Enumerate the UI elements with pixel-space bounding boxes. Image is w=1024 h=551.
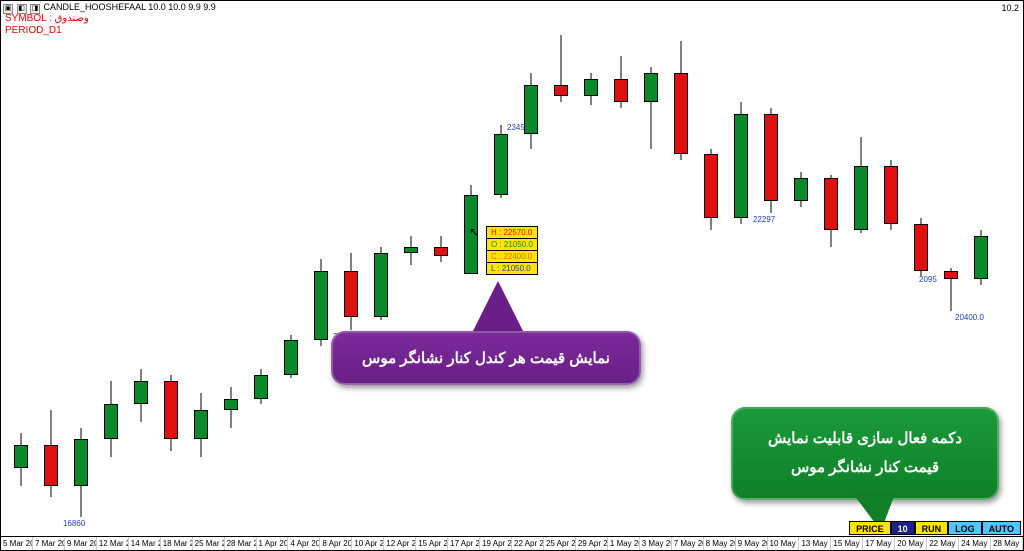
callout-purple-text: نمایش قیمت هر کندل کنار نشانگر موس xyxy=(362,350,610,367)
x-tick: 8 Apr 2023 xyxy=(320,537,352,550)
x-tick: 17 Apr 2023 xyxy=(448,537,480,550)
x-tick: 3 May 2023 xyxy=(640,537,672,550)
x-axis: 5 Mar 20237 Mar 20239 Mar 202312 Mar 202… xyxy=(1,536,1023,550)
x-tick: 12 Apr 2023 xyxy=(384,537,416,550)
candle[interactable] xyxy=(674,41,688,160)
x-tick: 20 May 2023 xyxy=(895,537,927,550)
y-axis-top: 10.2 xyxy=(1001,3,1019,13)
ohlc-close: C : 22400.0 xyxy=(487,251,537,263)
candle[interactable] xyxy=(554,35,568,102)
x-tick: 8 May 2023 xyxy=(704,537,736,550)
candle[interactable] xyxy=(194,393,208,457)
candle[interactable] xyxy=(44,410,58,497)
x-tick: 17 May 2023 xyxy=(863,537,895,550)
candle[interactable] xyxy=(74,428,88,517)
candle[interactable] xyxy=(734,102,748,224)
price-tag: 2095 xyxy=(919,275,937,284)
candle[interactable] xyxy=(614,56,628,108)
ohlc-low: L : 21050.0 xyxy=(487,263,537,274)
x-tick: 1 Apr 2023 xyxy=(257,537,289,550)
log-button[interactable]: LOG xyxy=(948,521,982,535)
x-tick: 1 May 2023 xyxy=(608,537,640,550)
candle[interactable] xyxy=(224,387,238,428)
candle[interactable] xyxy=(854,137,868,233)
candle[interactable] xyxy=(134,369,148,421)
x-tick: 29 Apr 2023 xyxy=(576,537,608,550)
x-tick: 24 May 2023 xyxy=(959,537,991,550)
bottom-toolbar: PRICE 10 RUN LOG AUTO xyxy=(849,521,1021,535)
x-tick: 10 Apr 2023 xyxy=(352,537,384,550)
candle[interactable] xyxy=(794,172,808,207)
callout-green: دکمه فعال سازی قابلیت نمایش قیمت کنار نش… xyxy=(731,407,999,500)
x-tick: 14 Mar 2023 xyxy=(129,537,161,550)
candle[interactable] xyxy=(374,247,388,320)
ohlc-open: O : 21050.0 xyxy=(487,239,537,251)
candle[interactable] xyxy=(884,160,898,230)
x-tick: 9 May 2023 xyxy=(736,537,768,550)
x-tick: 4 Apr 2023 xyxy=(288,537,320,550)
callout-green-line1: دکمه فعال سازی قابلیت نمایش xyxy=(755,425,975,454)
price-tag: 22297 xyxy=(753,215,775,224)
x-tick: 25 Apr 2023 xyxy=(544,537,576,550)
x-tick: 5 Mar 2023 xyxy=(1,537,33,550)
x-tick: 18 Mar 2023 xyxy=(161,537,193,550)
x-tick: 10 May 2023 xyxy=(768,537,800,550)
candle[interactable] xyxy=(704,149,718,230)
candle[interactable] xyxy=(644,67,658,148)
candle[interactable] xyxy=(524,73,538,149)
x-tick: 25 Mar 2023 xyxy=(193,537,225,550)
x-tick: 28 Mar 2023 xyxy=(225,537,257,550)
candle[interactable] xyxy=(404,236,418,265)
x-tick: 19 Apr 2023 xyxy=(480,537,512,550)
candle[interactable] xyxy=(14,433,28,485)
x-tick: 15 May 2023 xyxy=(831,537,863,550)
candle[interactable] xyxy=(314,259,328,346)
x-tick: 12 Mar 2023 xyxy=(97,537,129,550)
ohlc-high: H : 22570.0 xyxy=(487,227,537,239)
num-button[interactable]: 10 xyxy=(891,521,915,535)
candle[interactable] xyxy=(764,108,778,213)
candle[interactable] xyxy=(974,230,988,285)
candle[interactable] xyxy=(434,236,448,262)
x-tick: 15 Apr 2023 xyxy=(416,537,448,550)
candle[interactable] xyxy=(944,268,958,312)
callout-green-line2: قیمت کنار نشانگر موس xyxy=(755,454,975,483)
x-tick: 13 May 2023 xyxy=(799,537,831,550)
x-tick: 7 May 2023 xyxy=(672,537,704,550)
title-text: CANDLE_HOOSHEFAAL 10.0 10.0 9.9 9.9 xyxy=(44,2,216,12)
candle[interactable] xyxy=(254,369,268,404)
price-tag: 16860 xyxy=(63,519,85,528)
x-tick: 9 Mar 2023 xyxy=(65,537,97,550)
run-button[interactable]: RUN xyxy=(915,521,949,535)
x-tick: 22 Apr 2023 xyxy=(512,537,544,550)
x-tick: 22 May 2023 xyxy=(927,537,959,550)
ohlc-tooltip: H : 22570.0 O : 21050.0 C : 22400.0 L : … xyxy=(486,226,538,275)
chart-window: ▣ ◧ ◨ CANDLE_HOOSHEFAAL 10.0 10.0 9.9 9.… xyxy=(0,0,1024,551)
candle[interactable] xyxy=(104,381,118,457)
x-tick: 7 Mar 2023 xyxy=(33,537,65,550)
callout-purple: نمایش قیمت هر کندل کنار نشانگر موس xyxy=(331,331,641,385)
price-tag: 20400.0 xyxy=(955,313,984,322)
candle[interactable] xyxy=(284,335,298,379)
candle[interactable] xyxy=(824,175,838,248)
x-tick: 28 May 2023 xyxy=(991,537,1023,550)
candle[interactable] xyxy=(164,375,178,451)
candle[interactable] xyxy=(584,73,598,105)
candle[interactable] xyxy=(914,218,928,276)
auto-button[interactable]: AUTO xyxy=(982,521,1021,535)
cursor-icon: ↖ xyxy=(469,225,479,239)
price-button[interactable]: PRICE xyxy=(849,521,891,535)
candle[interactable] xyxy=(494,125,508,198)
candle[interactable] xyxy=(344,253,358,330)
